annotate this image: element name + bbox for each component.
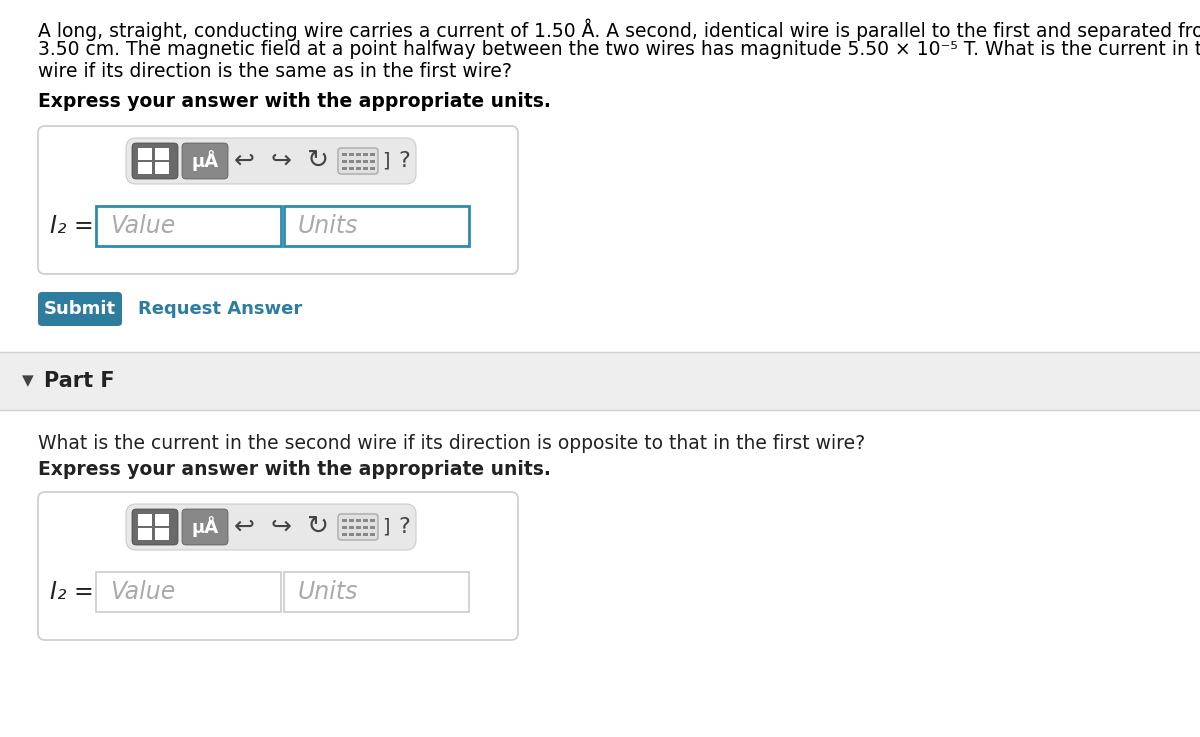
Bar: [370, 153, 374, 156]
Bar: [364, 160, 368, 163]
Bar: [364, 519, 368, 522]
Bar: [364, 167, 368, 170]
Text: Part F: Part F: [44, 371, 115, 391]
Bar: [356, 167, 361, 170]
Text: μÅ: μÅ: [191, 150, 218, 172]
Bar: [349, 160, 354, 163]
Text: ?: ?: [398, 151, 410, 171]
Bar: [356, 160, 361, 163]
Text: A long, straight, conducting wire carries a current of 1.50 Å. A second, identic: A long, straight, conducting wire carrie…: [38, 18, 1200, 41]
Text: ▼: ▼: [22, 374, 34, 388]
Bar: [349, 526, 354, 529]
FancyBboxPatch shape: [182, 509, 228, 545]
Text: Request Answer: Request Answer: [138, 300, 302, 318]
Bar: [370, 167, 374, 170]
Bar: [370, 533, 374, 536]
FancyBboxPatch shape: [38, 126, 518, 274]
Text: ↪: ↪: [270, 149, 292, 173]
Text: I₂ =: I₂ =: [50, 214, 94, 238]
Text: Value: Value: [110, 580, 175, 604]
Text: I₂ =: I₂ =: [50, 580, 94, 604]
Bar: [284, 572, 469, 612]
Text: ↪: ↪: [270, 515, 292, 539]
Bar: [155, 148, 169, 160]
Text: μÅ: μÅ: [191, 517, 218, 537]
Bar: [155, 162, 169, 174]
Text: What is the current in the second wire if its direction is opposite to that in t: What is the current in the second wire i…: [38, 434, 865, 453]
Text: 3.50 cm. The magnetic field at a point halfway between the two wires has magnitu: 3.50 cm. The magnetic field at a point h…: [38, 40, 1200, 59]
Bar: [342, 167, 347, 170]
Text: Express your answer with the appropriate units.: Express your answer with the appropriate…: [38, 92, 551, 111]
Text: ↩: ↩: [234, 149, 254, 173]
FancyBboxPatch shape: [338, 514, 378, 540]
FancyBboxPatch shape: [38, 292, 122, 326]
Bar: [138, 162, 152, 174]
Bar: [342, 160, 347, 163]
Bar: [138, 528, 152, 540]
FancyBboxPatch shape: [132, 509, 178, 545]
Bar: [96, 572, 281, 612]
Bar: [342, 153, 347, 156]
FancyBboxPatch shape: [182, 143, 228, 179]
Text: ?: ?: [398, 517, 410, 537]
Bar: [364, 526, 368, 529]
Text: ]: ]: [382, 517, 390, 537]
Bar: [364, 153, 368, 156]
Bar: [284, 206, 469, 246]
Bar: [370, 519, 374, 522]
Bar: [349, 519, 354, 522]
FancyBboxPatch shape: [38, 492, 518, 640]
Bar: [138, 514, 152, 526]
Bar: [0, 352, 1200, 410]
Bar: [356, 526, 361, 529]
Bar: [349, 167, 354, 170]
FancyBboxPatch shape: [126, 138, 416, 184]
Text: ↻: ↻: [307, 514, 329, 540]
Bar: [96, 206, 281, 246]
Text: Units: Units: [298, 580, 359, 604]
Bar: [342, 526, 347, 529]
Text: ↩: ↩: [234, 515, 254, 539]
Bar: [356, 519, 361, 522]
Bar: [349, 533, 354, 536]
Text: Value: Value: [110, 214, 175, 238]
Bar: [342, 533, 347, 536]
Bar: [155, 528, 169, 540]
FancyBboxPatch shape: [338, 148, 378, 174]
Bar: [356, 533, 361, 536]
Bar: [342, 519, 347, 522]
Bar: [155, 514, 169, 526]
Bar: [138, 148, 152, 160]
Text: Submit: Submit: [44, 300, 116, 318]
Text: Express your answer with the appropriate units.: Express your answer with the appropriate…: [38, 460, 551, 479]
Bar: [364, 533, 368, 536]
Bar: [349, 153, 354, 156]
FancyBboxPatch shape: [132, 143, 178, 179]
Text: Units: Units: [298, 214, 359, 238]
Bar: [356, 153, 361, 156]
Text: ]: ]: [382, 152, 390, 170]
Text: wire if its direction is the same as in the first wire?: wire if its direction is the same as in …: [38, 62, 512, 81]
FancyBboxPatch shape: [126, 504, 416, 550]
Bar: [370, 160, 374, 163]
Text: ↻: ↻: [307, 148, 329, 174]
Bar: [370, 526, 374, 529]
